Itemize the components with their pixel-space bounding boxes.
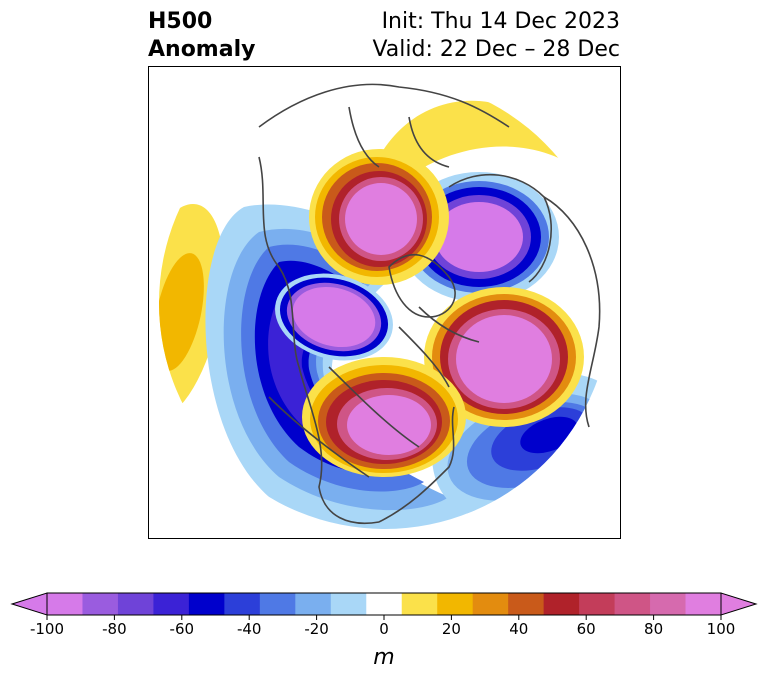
colorbar-segment <box>259 593 296 615</box>
colorbar-tick-label: 80 <box>644 620 663 635</box>
colorbar: -100 -80 -60 -40 -20 0 20 40 60 80 100 <box>10 592 758 635</box>
colorbar-segment <box>330 593 367 615</box>
colorbar-segment <box>579 593 616 615</box>
colorbar-ticks: -100 -80 -60 -40 -20 0 20 40 60 80 100 <box>30 615 735 635</box>
colorbar-segment <box>117 593 154 615</box>
colorbar-extend-low <box>10 592 48 616</box>
colorbar-segment <box>401 593 438 615</box>
title-right: Init: Thu 14 Dec 2023 Valid: 22 Dec – 28… <box>372 8 620 64</box>
coastlines <box>258 83 601 524</box>
colorbar-segment <box>224 593 261 615</box>
colorbar-segment <box>650 593 687 615</box>
anomaly-field <box>159 100 611 529</box>
colorbar-tick-label: 20 <box>442 620 461 635</box>
colorbar-segment <box>153 593 190 615</box>
colorbar-segment <box>47 593 83 615</box>
anomaly-map <box>148 66 621 539</box>
colorbar-segment <box>614 593 651 615</box>
colorbar-tick-label: -80 <box>102 620 127 635</box>
colorbar-segment <box>472 593 509 615</box>
map-canvas <box>159 83 611 529</box>
colorbar-tick-label: 100 <box>707 620 736 635</box>
colorbar-segment <box>82 593 119 615</box>
colorbar-tick-label: 40 <box>509 620 528 635</box>
colorbar-segment <box>295 593 332 615</box>
title-left: H500 Anomaly <box>148 8 255 64</box>
colorbar-tick-label: -60 <box>170 620 195 635</box>
colorbar-segment <box>543 593 580 615</box>
colorbar-segments <box>10 592 758 616</box>
colorbar-extend-high <box>720 592 758 616</box>
colorbar-tick-label: 0 <box>379 620 389 635</box>
colorbar-segment <box>366 593 403 615</box>
colorbar-unit: m <box>373 645 395 670</box>
title-kind: Anomaly <box>148 37 256 62</box>
init-date: Init: Thu 14 Dec 2023 <box>381 9 620 34</box>
title-variable: H500 <box>148 9 213 34</box>
colorbar-segment <box>508 593 545 615</box>
colorbar-tick-label: 60 <box>577 620 596 635</box>
valid-range: Valid: 22 Dec – 28 Dec <box>372 37 620 62</box>
colorbar-segment <box>437 593 474 615</box>
colorbar-tick-label: -20 <box>304 620 329 635</box>
colorbar-segment <box>685 593 722 615</box>
colorbar-tick-label: -40 <box>237 620 262 635</box>
colorbar-segment <box>188 593 225 615</box>
colorbar-tick-label: -100 <box>30 620 64 635</box>
